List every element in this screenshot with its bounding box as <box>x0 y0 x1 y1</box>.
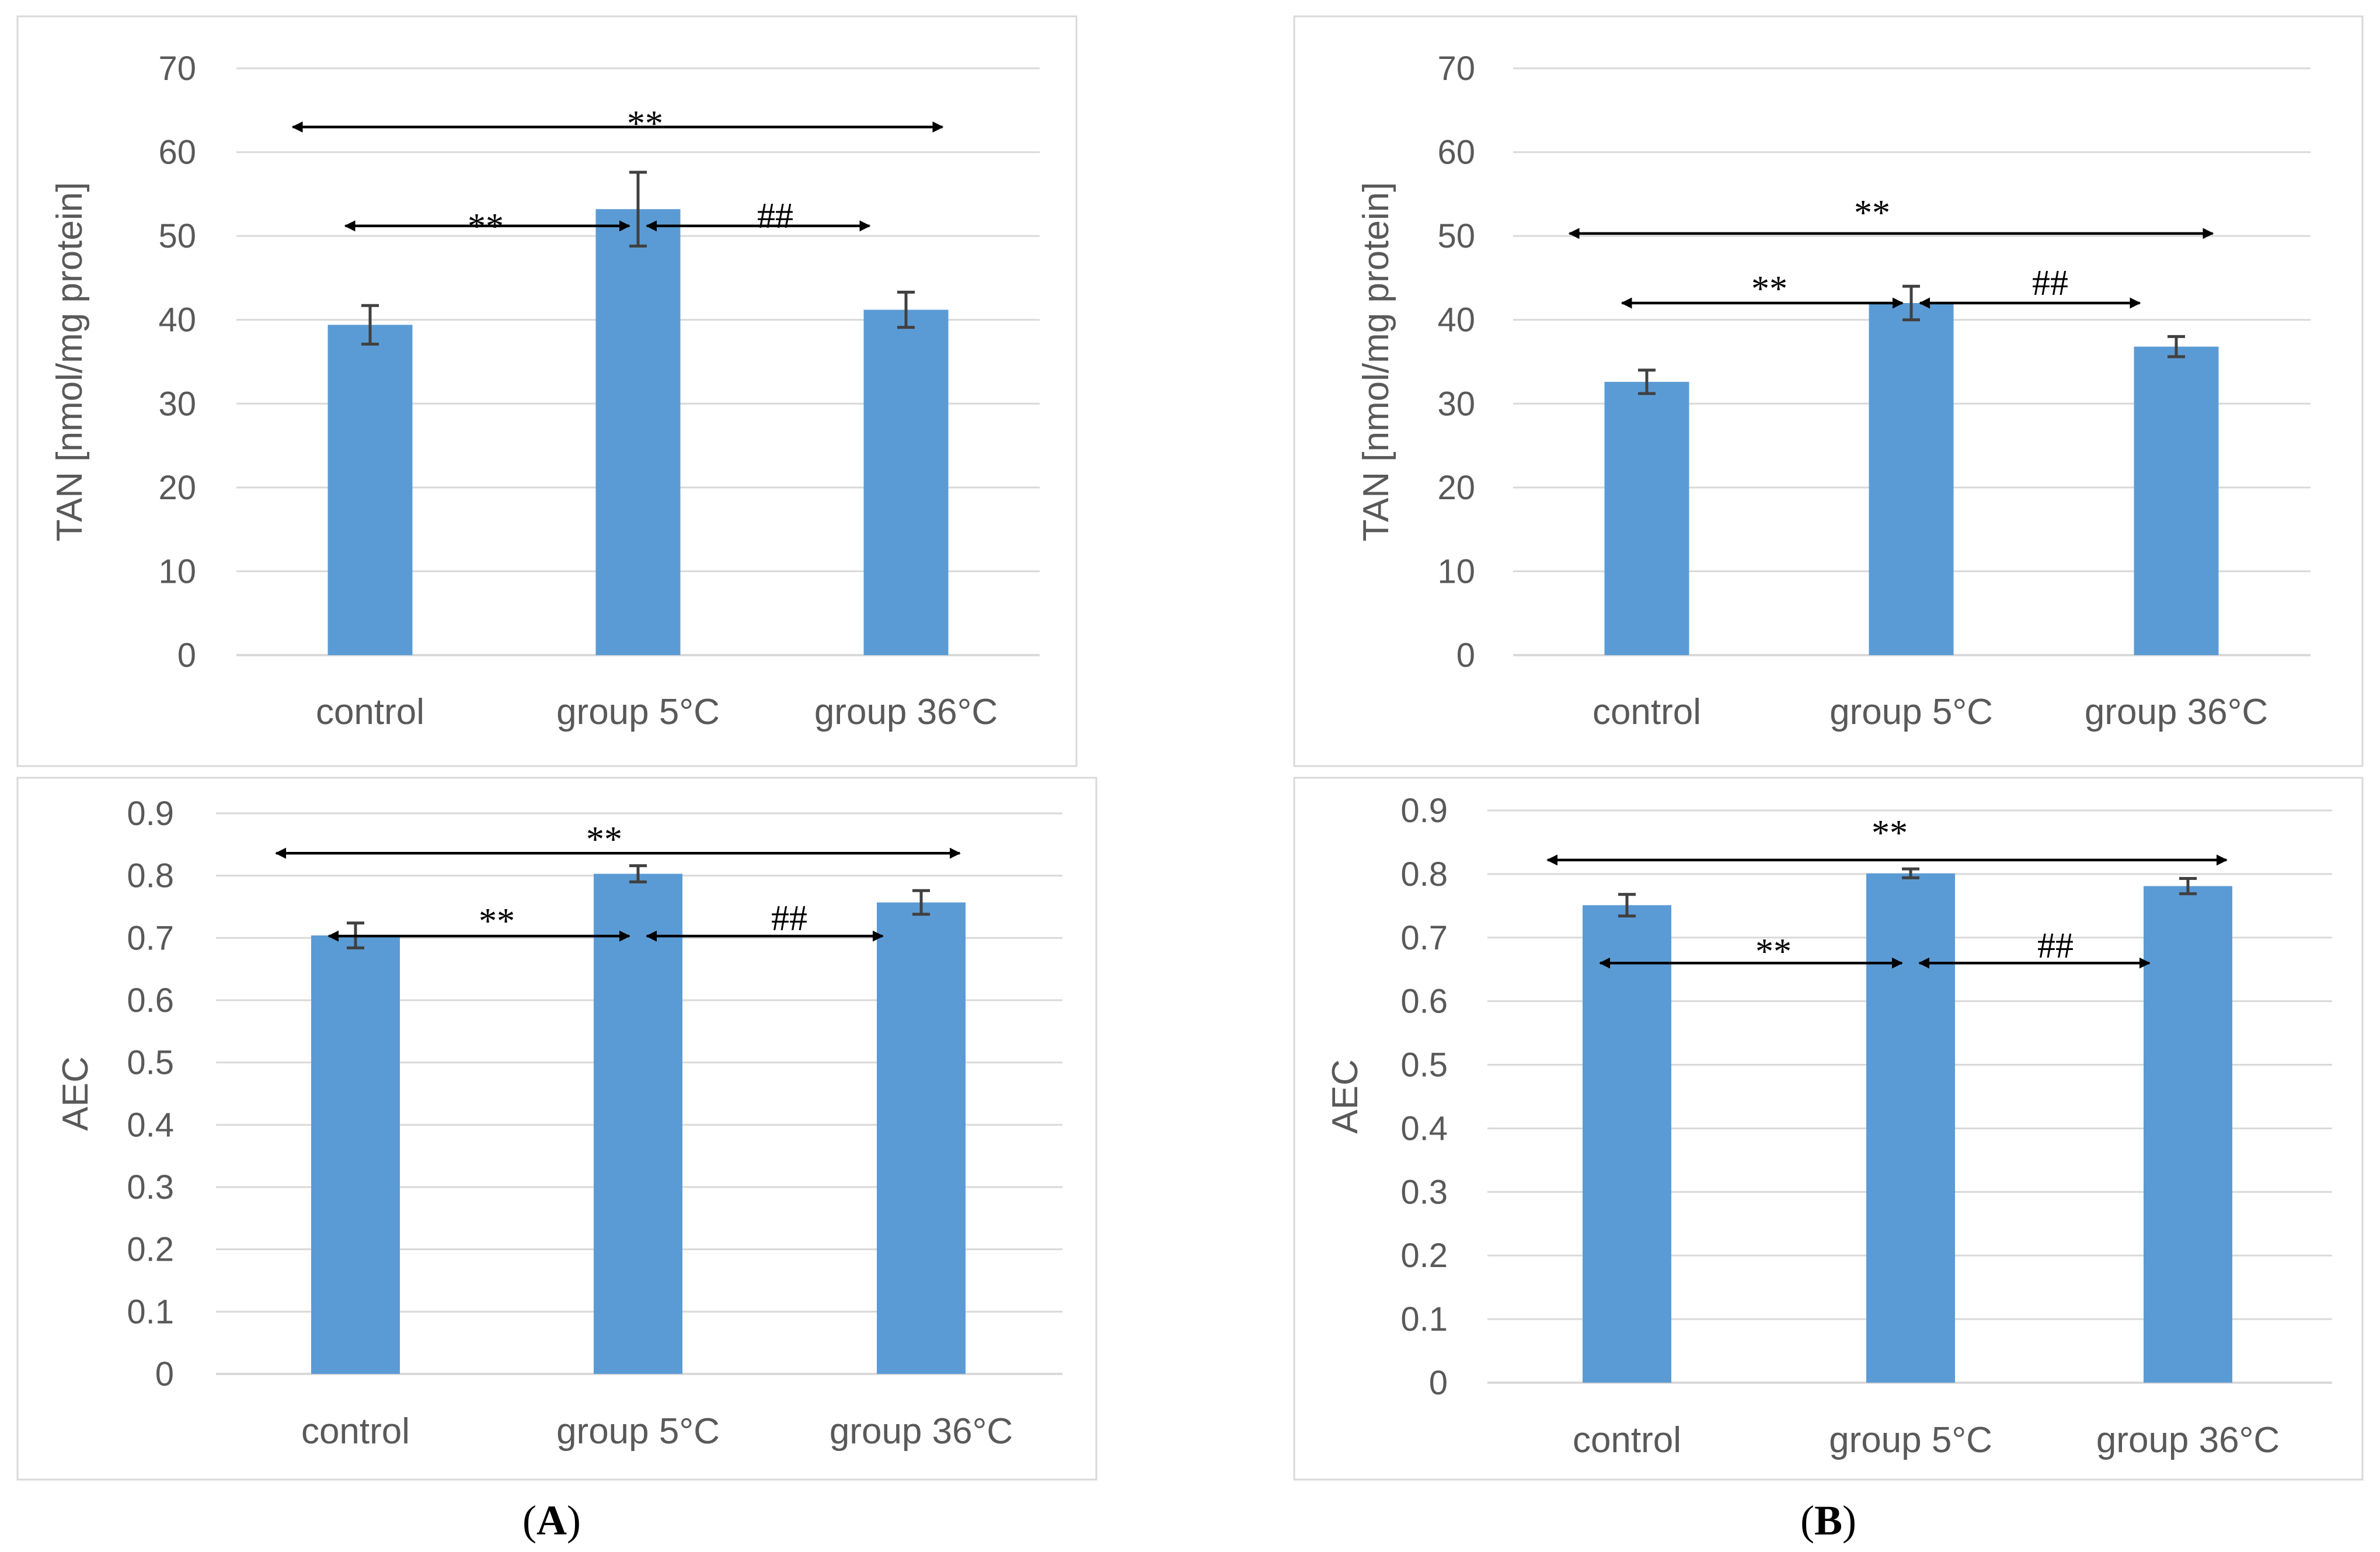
y-axis-label: AEC <box>1325 1059 1365 1133</box>
chart-a-aec: 0 0.1 0.2 0.3 0.4 0.5 0.6 0.7 0.8 0.9 AEC control gr… <box>16 777 1097 1481</box>
panel-label-a: (A) <box>522 1497 581 1544</box>
error-bar <box>1638 368 1656 395</box>
significance-label: ## <box>2032 263 2068 303</box>
significance-label: ** <box>468 207 504 246</box>
bar <box>1583 905 1671 1383</box>
bar <box>311 935 400 1374</box>
y-tick-label: 0 <box>1429 1364 1448 1402</box>
bar <box>1604 381 1689 655</box>
bar <box>2144 886 2232 1383</box>
y-tick-label: 40 <box>158 301 196 339</box>
y-tick-label: 60 <box>1437 134 1475 172</box>
error-bar <box>897 290 915 329</box>
x-category-label: group 36°C <box>2096 1420 2280 1460</box>
y-tick-label: 0.4 <box>127 1106 174 1144</box>
significance-label: ** <box>1751 269 1787 309</box>
bar <box>2134 346 2219 655</box>
x-category-label: group 5°C <box>556 692 720 732</box>
bar <box>595 209 681 655</box>
charts-layer: 0 10 20 30 40 50 60 70 TAN [nmol/mg protein] cont… <box>16 15 2364 1481</box>
bar <box>327 325 413 655</box>
significance-label: ** <box>627 104 663 144</box>
y-axis-label: TAN [nmol/mg protein] <box>1356 182 1396 542</box>
y-tick-label: 0.9 <box>1400 792 1448 830</box>
bar <box>1869 303 1954 655</box>
y-tick-label: 0.7 <box>127 919 174 957</box>
x-category-label: group 5°C <box>1830 692 1993 732</box>
error-bar <box>1902 867 1919 879</box>
significance-label: ** <box>1755 932 1792 972</box>
y-tick-label: 0.8 <box>1400 855 1448 893</box>
x-category-label: control <box>1593 692 1701 732</box>
y-tick-label: 0.5 <box>127 1044 174 1082</box>
y-tick-label: 0.5 <box>1400 1046 1448 1084</box>
significance-label: ## <box>2037 926 2074 966</box>
significance-label: ** <box>586 820 622 859</box>
error-bar <box>1902 284 1920 322</box>
y-tick-label: 0.2 <box>127 1231 174 1269</box>
y-axis-label: TAN [nmol/mg protein] <box>50 182 90 542</box>
y-tick-label: 0.3 <box>1400 1173 1448 1211</box>
panel-label-b: (B) <box>1800 1497 1856 1544</box>
y-tick-label: 10 <box>158 552 196 590</box>
x-category-label: group 5°C <box>556 1411 720 1452</box>
y-tick-label: 20 <box>158 469 196 507</box>
y-tick-label: 0.6 <box>1400 983 1448 1021</box>
y-tick-label: 60 <box>158 134 196 172</box>
y-tick-label: 0.9 <box>127 795 174 833</box>
significance-label: ** <box>479 902 515 941</box>
x-category-label: group 36°C <box>814 692 998 732</box>
error-bar <box>2179 877 2197 896</box>
y-tick-label: 70 <box>1437 50 1475 88</box>
y-tick-label: 0.7 <box>1400 919 1448 957</box>
x-category-label: group 5°C <box>1829 1420 1992 1460</box>
y-tick-label: 0.1 <box>1400 1300 1448 1338</box>
bar <box>1866 873 1955 1383</box>
y-tick-label: 0 <box>155 1355 174 1393</box>
error-bar <box>629 170 647 248</box>
y-tick-label: 30 <box>1437 385 1475 423</box>
significance-label: ** <box>1872 813 1908 853</box>
bar <box>863 309 949 655</box>
error-bar <box>912 889 930 916</box>
y-axis-label: AEC <box>55 1056 96 1130</box>
x-category-label: control <box>1573 1420 1681 1460</box>
y-tick-label: 0.3 <box>127 1168 174 1206</box>
y-tick-label: 30 <box>158 385 196 423</box>
y-tick-label: 0.2 <box>1400 1237 1448 1275</box>
error-bar <box>1618 893 1636 918</box>
x-category-label: control <box>316 692 424 732</box>
y-tick-label: 0.8 <box>127 857 174 895</box>
significance-label: ## <box>771 899 807 938</box>
significance-label: ** <box>1854 193 1890 233</box>
bar <box>877 902 966 1374</box>
y-tick-label: 10 <box>1437 552 1475 590</box>
x-category-label: group 36°C <box>830 1411 1013 1452</box>
error-bar <box>361 304 379 346</box>
bar <box>594 874 682 1374</box>
significance-label: ## <box>757 196 793 236</box>
x-category-label: group 36°C <box>2085 692 2268 732</box>
y-tick-label: 50 <box>1437 217 1475 255</box>
y-tick-label: 0.4 <box>1400 1109 1448 1147</box>
y-tick-label: 0 <box>177 636 196 674</box>
error-bar <box>629 864 647 883</box>
x-category-label: control <box>301 1411 410 1452</box>
y-tick-label: 40 <box>1437 301 1475 339</box>
y-tick-label: 0 <box>1456 636 1475 674</box>
y-tick-label: 50 <box>158 217 196 255</box>
chart-a-tan: 0 10 20 30 40 50 60 70 TAN [nmol/mg protein] cont… <box>16 15 1078 767</box>
chart-b-tan: 0 10 20 30 40 50 60 70 TAN [nmol/mg protein] cont… <box>1293 15 2364 767</box>
error-bar <box>2168 335 2185 359</box>
y-tick-label: 70 <box>158 50 196 88</box>
y-tick-label: 20 <box>1437 469 1475 507</box>
y-tick-label: 0.1 <box>127 1293 174 1331</box>
y-tick-label: 0.6 <box>127 982 174 1019</box>
chart-b-aec: 0 0.1 0.2 0.3 0.4 0.5 0.6 0.7 0.8 0.9 AEC control gr… <box>1293 777 2364 1481</box>
